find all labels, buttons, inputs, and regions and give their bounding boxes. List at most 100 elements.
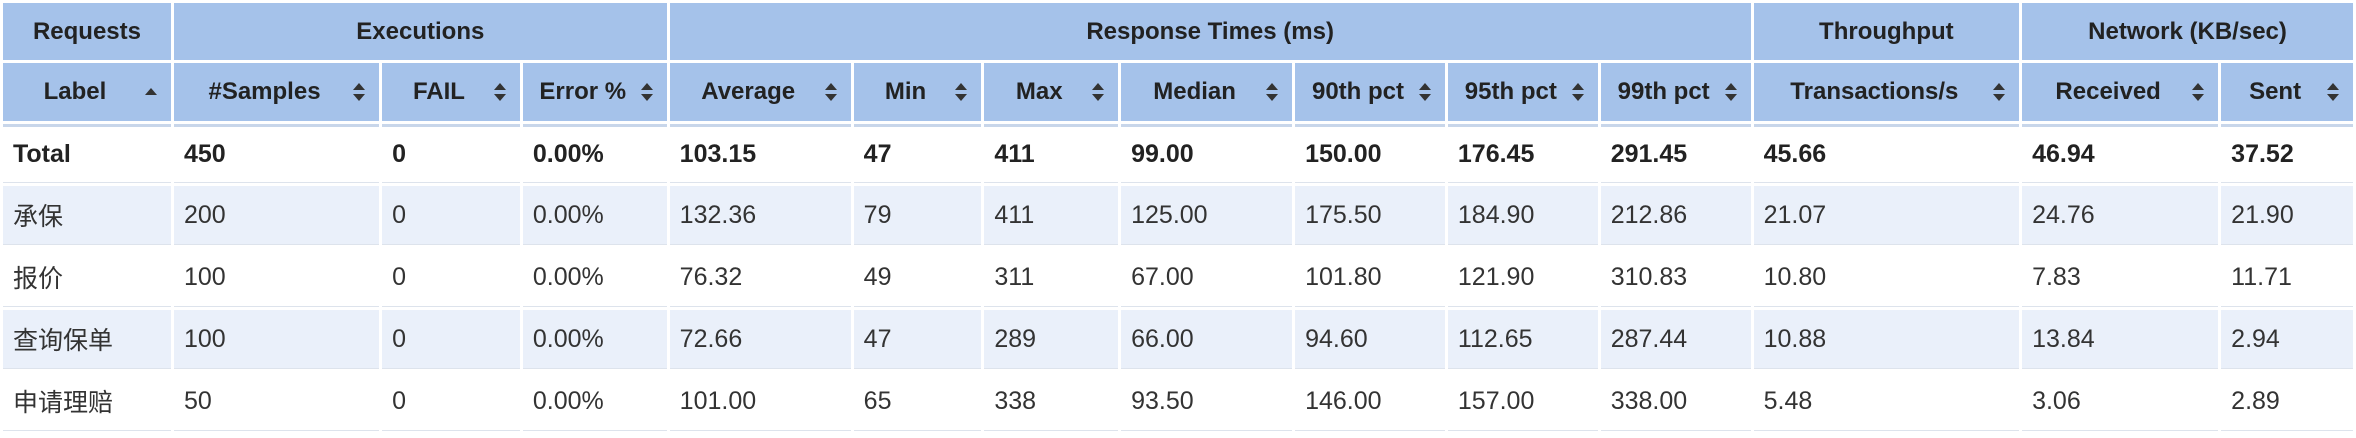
group-header-requests: Requests xyxy=(3,3,171,60)
column-header-median[interactable]: Median xyxy=(1121,63,1293,121)
column-header-average-text: Average xyxy=(701,78,796,105)
cell-transactions: 10.88 xyxy=(1753,310,2020,369)
cell-received: 3.06 xyxy=(2022,372,2219,431)
column-header-fail[interactable]: FAIL xyxy=(382,63,520,121)
sort-both-icon xyxy=(1092,82,1105,102)
column-header-average[interactable]: Average xyxy=(669,63,851,121)
cell-error-pct: 0.00% xyxy=(522,186,667,245)
cell-90th-pct: 150.00 xyxy=(1295,124,1445,183)
column-header-99th-pct-text: 99th pct xyxy=(1617,78,1710,105)
cell-95th-pct: 184.90 xyxy=(1447,186,1598,245)
cell-90th-pct: 175.50 xyxy=(1295,186,1445,245)
cell-median: 93.50 xyxy=(1121,372,1293,431)
column-header-sent-text: Sent xyxy=(2249,78,2302,105)
table-row: 查询保单 100 0 0.00% 72.66 47 289 66.00 94.6… xyxy=(3,310,2353,369)
cell-90th-pct: 101.80 xyxy=(1295,248,1445,307)
group-header-throughput: Throughput xyxy=(1753,3,2020,60)
sort-ascending-icon xyxy=(144,82,157,102)
column-header-error-pct-text: Error % xyxy=(539,78,627,105)
cell-max: 289 xyxy=(984,310,1119,369)
column-header-samples[interactable]: #Samples xyxy=(173,63,380,121)
sort-both-icon xyxy=(1571,82,1584,102)
column-header-received-text: Received xyxy=(2055,78,2161,105)
column-header-error-pct[interactable]: Error % xyxy=(522,63,667,121)
column-header-sent[interactable]: Sent xyxy=(2221,63,2353,121)
column-header-95th-pct[interactable]: 95th pct xyxy=(1447,63,1598,121)
sort-both-icon xyxy=(1418,82,1431,102)
cell-99th-pct: 291.45 xyxy=(1600,124,1751,183)
column-header-row: Label #Samples FAIL Error % Average Min … xyxy=(3,63,2353,121)
cell-fail: 0 xyxy=(382,310,520,369)
cell-samples: 200 xyxy=(173,186,380,245)
column-header-99th-pct[interactable]: 99th pct xyxy=(1600,63,1751,121)
cell-average: 101.00 xyxy=(669,372,851,431)
cell-label: 承保 xyxy=(3,186,171,245)
cell-median: 125.00 xyxy=(1121,186,1293,245)
cell-99th-pct: 310.83 xyxy=(1600,248,1751,307)
cell-max: 411 xyxy=(984,124,1119,183)
group-header-executions: Executions xyxy=(173,3,667,60)
cell-average: 72.66 xyxy=(669,310,851,369)
column-header-min[interactable]: Min xyxy=(853,63,982,121)
cell-90th-pct: 94.60 xyxy=(1295,310,1445,369)
sort-both-icon xyxy=(493,82,506,102)
cell-fail: 0 xyxy=(382,124,520,183)
column-header-max[interactable]: Max xyxy=(984,63,1119,121)
cell-received: 24.76 xyxy=(2022,186,2219,245)
cell-transactions: 10.80 xyxy=(1753,248,2020,307)
cell-min: 47 xyxy=(853,310,982,369)
cell-99th-pct: 287.44 xyxy=(1600,310,1751,369)
cell-sent: 37.52 xyxy=(2221,124,2353,183)
cell-99th-pct: 338.00 xyxy=(1600,372,1751,431)
column-header-95th-pct-text: 95th pct xyxy=(1464,78,1557,105)
column-header-label[interactable]: Label xyxy=(3,63,171,121)
cell-95th-pct: 157.00 xyxy=(1447,372,1598,431)
cell-max: 411 xyxy=(984,186,1119,245)
cell-min: 47 xyxy=(853,124,982,183)
cell-max: 338 xyxy=(984,372,1119,431)
cell-received: 7.83 xyxy=(2022,248,2219,307)
sort-both-icon xyxy=(2192,82,2205,102)
cell-max: 311 xyxy=(984,248,1119,307)
column-header-90th-pct[interactable]: 90th pct xyxy=(1295,63,1445,121)
cell-error-pct: 0.00% xyxy=(522,248,667,307)
cell-sent: 2.89 xyxy=(2221,372,2353,431)
cell-average: 132.36 xyxy=(669,186,851,245)
column-header-fail-text: FAIL xyxy=(412,78,465,105)
cell-transactions: 45.66 xyxy=(1753,124,2020,183)
table-row-total: Total 450 0 0.00% 103.15 47 411 99.00 15… xyxy=(3,124,2353,183)
cell-min: 65 xyxy=(853,372,982,431)
column-header-90th-pct-text: 90th pct xyxy=(1311,78,1404,105)
cell-error-pct: 0.00% xyxy=(522,124,667,183)
cell-fail: 0 xyxy=(382,186,520,245)
cell-samples: 100 xyxy=(173,310,380,369)
cell-transactions: 21.07 xyxy=(1753,186,2020,245)
sort-both-icon xyxy=(955,82,968,102)
cell-min: 79 xyxy=(853,186,982,245)
cell-90th-pct: 146.00 xyxy=(1295,372,1445,431)
sort-both-icon xyxy=(824,82,837,102)
column-header-received[interactable]: Received xyxy=(2022,63,2219,121)
cell-sent: 11.71 xyxy=(2221,248,2353,307)
column-header-max-text: Max xyxy=(1015,78,1063,105)
cell-median: 99.00 xyxy=(1121,124,1293,183)
cell-99th-pct: 212.86 xyxy=(1600,186,1751,245)
cell-transactions: 5.48 xyxy=(1753,372,2020,431)
cell-fail: 0 xyxy=(382,248,520,307)
cell-samples: 100 xyxy=(173,248,380,307)
cell-label: 报价 xyxy=(3,248,171,307)
cell-95th-pct: 176.45 xyxy=(1447,124,1598,183)
sort-both-icon xyxy=(1266,82,1279,102)
cell-average: 103.15 xyxy=(669,124,851,183)
table-row: 申请理赔 50 0 0.00% 101.00 65 338 93.50 146.… xyxy=(3,372,2353,431)
cell-samples: 450 xyxy=(173,124,380,183)
group-header-row: Requests Executions Response Times (ms) … xyxy=(3,3,2353,60)
cell-average: 76.32 xyxy=(669,248,851,307)
sort-both-icon xyxy=(640,82,653,102)
column-header-samples-text: #Samples xyxy=(208,78,321,105)
cell-95th-pct: 112.65 xyxy=(1447,310,1598,369)
cell-sent: 21.90 xyxy=(2221,186,2353,245)
sort-both-icon xyxy=(2327,82,2339,102)
cell-error-pct: 0.00% xyxy=(522,372,667,431)
column-header-transactions[interactable]: Transactions/s xyxy=(1753,63,2020,121)
